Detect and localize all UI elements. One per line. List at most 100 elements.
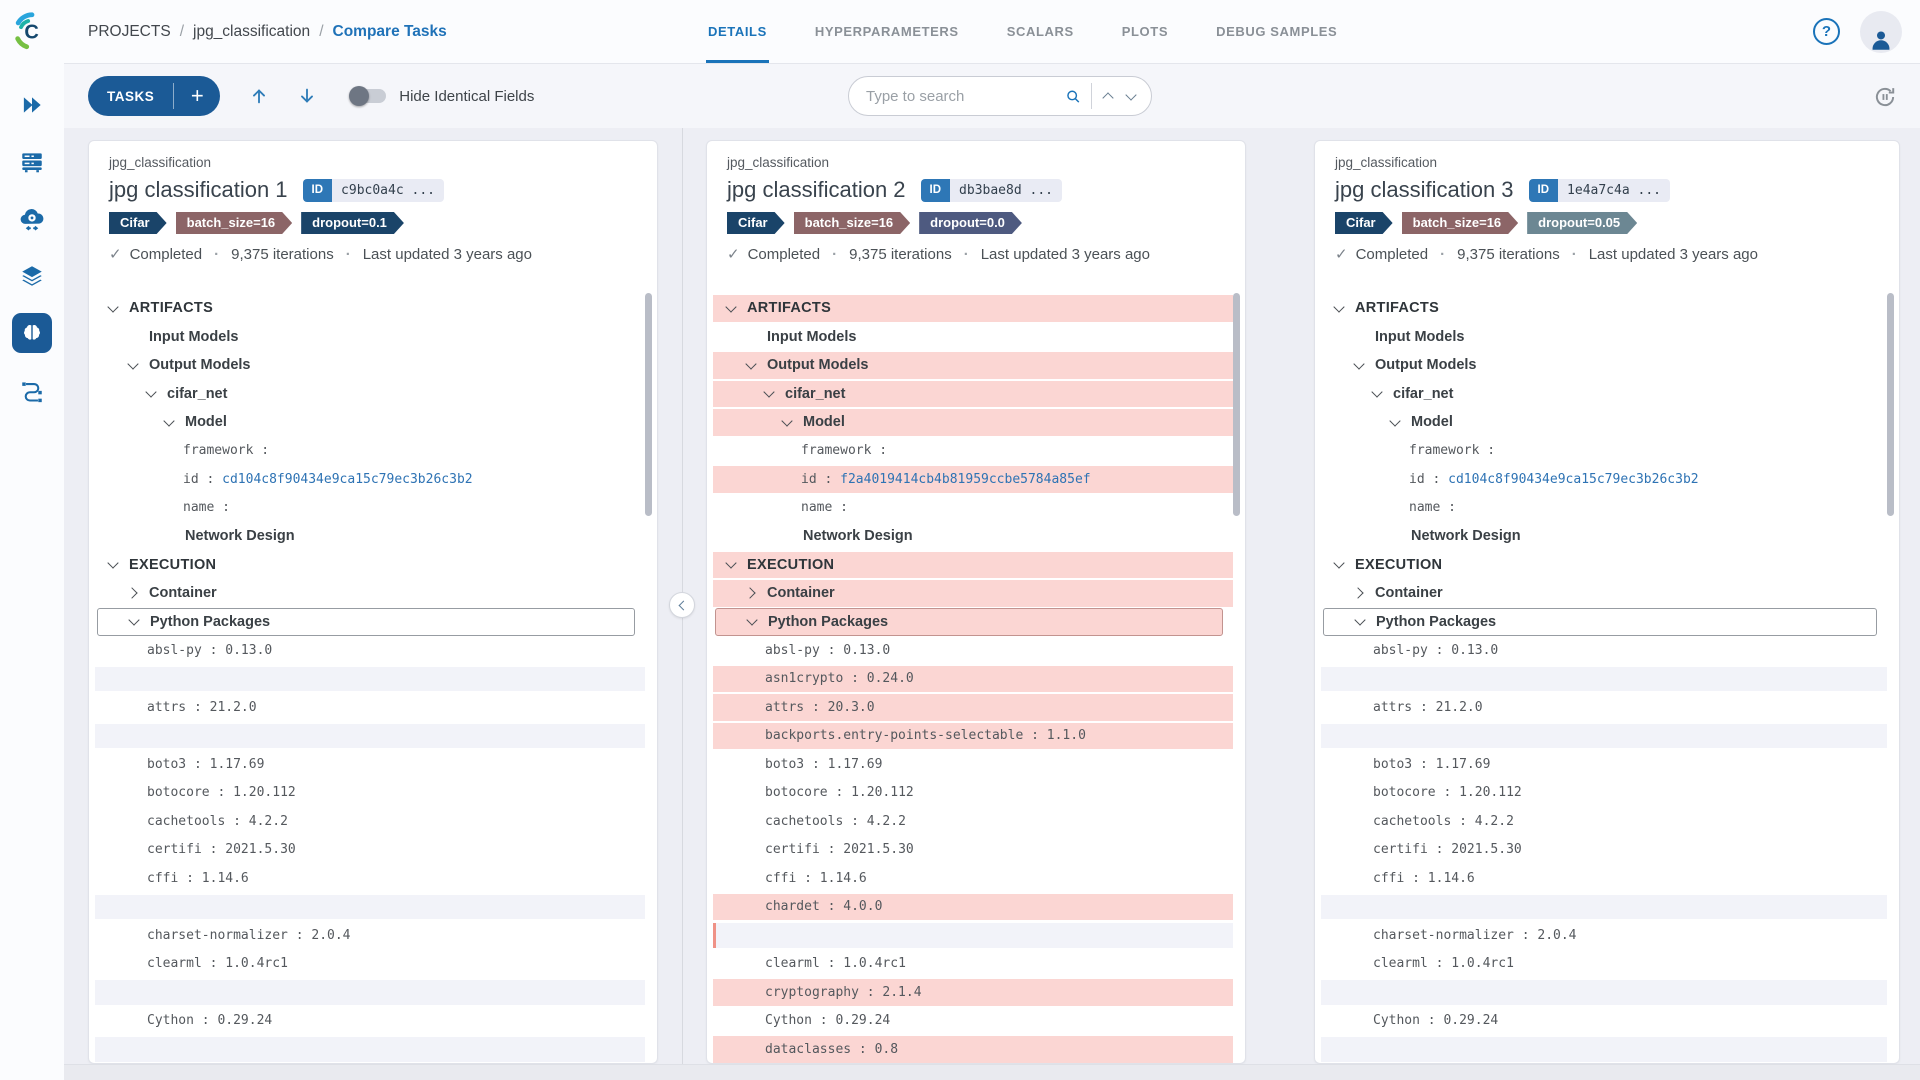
hide-identical-toggle[interactable]: Hide Identical Fields (349, 86, 534, 106)
tab-debug-samples[interactable]: DEBUG SAMPLES (1216, 24, 1338, 39)
kv-row: id : f2a4019414cb4b81959ccbe5784a85ef (713, 465, 1233, 494)
tab-details[interactable]: DETAILS (706, 0, 769, 63)
breadcrumb-project-name[interactable]: jpg_classification (193, 22, 311, 40)
kv-row: id : cd104c8f90434e9ca15c79ec3b26c3b2 (1409, 471, 1699, 487)
auto-refresh-icon[interactable] (1872, 84, 1898, 110)
kv-key: charset-normalizer (1373, 927, 1514, 943)
kv-key: id (183, 471, 199, 487)
caret-down-icon (759, 386, 779, 398)
task-card-inner: jpg_classification jpg classification 2 ID… (707, 141, 1245, 1063)
task-id-badge[interactable]: ID db3bae8d ... (920, 178, 1062, 202)
toggle-track[interactable] (349, 86, 387, 106)
task-id-value: db3bae8d ... (950, 178, 1062, 202)
status-updated: Last updated 3 years ago (362, 245, 532, 263)
kv-key: botocore (1373, 785, 1436, 801)
help-icon[interactable] (1813, 18, 1840, 45)
kv-value: 1.0.4rc1 (1451, 956, 1514, 972)
tree-node-row[interactable]: Output Models (95, 351, 645, 380)
tree-node-row[interactable]: Output Models (713, 351, 1233, 380)
diff-spacer-row (1321, 1035, 1887, 1063)
kv-key: cryptography (765, 984, 859, 1000)
scroll-up-button[interactable] (242, 79, 276, 113)
tab-hyperparameters[interactable]: HYPERPARAMETERS (814, 24, 959, 39)
tab-plots[interactable]: PLOTS (1121, 24, 1169, 39)
toggle-knob[interactable] (349, 86, 370, 106)
add-task-button[interactable]: + (190, 83, 204, 108)
kv-value: 0.13.0 (225, 642, 273, 658)
collapse-column-button[interactable] (669, 592, 695, 618)
tree-node-row[interactable]: cifar_net (1321, 380, 1887, 409)
search-prev-button[interactable] (1096, 81, 1119, 111)
kv-row: botocore : 1.20.112 (765, 785, 914, 801)
task-id-badge[interactable]: ID 1e4a7c4a ... (1528, 178, 1670, 202)
section-row[interactable]: ARTIFACTS (1321, 294, 1887, 323)
kv-value: 1.20.112 (851, 785, 914, 801)
kv-key: id (1409, 471, 1425, 487)
kv-key: backports.entry-points-selectable (765, 728, 1024, 744)
kv-value: 1.14.6 (201, 870, 249, 886)
tree-node-row[interactable]: cifar_net (713, 379, 1233, 408)
kv-row: attrs : 20.3.0 (713, 693, 1233, 722)
section-row[interactable]: EXECUTION (1321, 551, 1887, 580)
tab-scalars[interactable]: SCALARS (1006, 24, 1074, 39)
status-state: Completed (129, 245, 203, 263)
brain-icon[interactable] (12, 313, 52, 353)
kv-row: Cython : 0.29.24 (147, 1013, 273, 1029)
servers-icon[interactable] (19, 149, 45, 175)
kv-value: 1.17.69 (1435, 756, 1491, 772)
status-state: Completed (1355, 245, 1429, 263)
tree-node-row[interactable]: Container (713, 579, 1233, 608)
scrollbar-thumb[interactable] (1233, 293, 1240, 516)
kv-key: asn1crypto (765, 671, 844, 687)
kv-key: Cython (147, 1013, 194, 1029)
section-row[interactable]: EXECUTION (95, 551, 645, 580)
kv-key: id (801, 471, 817, 487)
section-row[interactable]: ARTIFACTS (95, 294, 645, 323)
model-id-link[interactable]: cd104c8f90434e9ca15c79ec3b26c3b2 (222, 471, 473, 487)
fast-forward-icon[interactable] (19, 92, 45, 118)
section-row[interactable]: ARTIFACTS (713, 294, 1233, 323)
section-label: EXECUTION (747, 556, 835, 573)
search-input[interactable] (866, 87, 1065, 105)
breadcrumb-compare-tasks[interactable]: Compare Tasks (332, 22, 447, 40)
scroll-down-button[interactable] (290, 79, 324, 113)
tree-node-row[interactable]: Container (1321, 579, 1887, 608)
tree-node-row[interactable]: Model (713, 408, 1233, 437)
tree-node-row[interactable]: cifar_net (95, 380, 645, 409)
search-icon[interactable] (1065, 86, 1081, 107)
tree-node-row[interactable]: Python Packages (715, 607, 1223, 636)
kv-value: 1.20.112 (233, 785, 296, 801)
tasks-split-button[interactable]: TASKS + (88, 76, 221, 116)
section-label: ARTIFACTS (747, 300, 832, 317)
kv-key: clearml (147, 956, 202, 972)
tree-node-row[interactable]: Python Packages (97, 607, 635, 636)
clearml-logo[interactable]: C (11, 10, 53, 52)
status-iterations: 9,375 iterations (231, 245, 334, 263)
cloud-workers-icon[interactable] (19, 206, 45, 232)
task-id-badge[interactable]: ID c9bc0a4c ... (302, 178, 444, 202)
kv-value: 21.2.0 (1435, 699, 1483, 715)
tasks-button-label[interactable]: TASKS (107, 88, 155, 104)
scrollbar-thumb[interactable] (645, 293, 652, 516)
kv-key: dataclasses (765, 1041, 852, 1057)
search-next-button[interactable] (1120, 81, 1143, 111)
pipelines-icon[interactable] (19, 377, 45, 403)
tree-node-row[interactable]: Model (95, 408, 645, 437)
model-id-link[interactable]: cd104c8f90434e9ca15c79ec3b26c3b2 (1448, 471, 1699, 487)
tree-node-row[interactable]: Model (1321, 408, 1887, 437)
kv-row: boto3 : 1.17.69 (147, 756, 265, 772)
user-avatar[interactable] (1860, 10, 1902, 53)
tree-node-row[interactable]: Python Packages (1323, 607, 1877, 636)
caret-down-icon (103, 557, 123, 569)
horizontal-scrollbar[interactable] (64, 1064, 1920, 1080)
tree-node-row[interactable]: Container (95, 579, 645, 608)
model-id-link[interactable]: f2a4019414cb4b81959ccbe5784a85ef (840, 471, 1091, 487)
kv-row: dataclasses : 0.8 (713, 1035, 1233, 1063)
scrollbar-thumb[interactable] (1887, 293, 1894, 516)
tree-node-row: Input Models (1321, 323, 1887, 352)
tree-node-row[interactable]: Output Models (1321, 351, 1887, 380)
layers-icon[interactable] (19, 263, 45, 289)
section-row[interactable]: EXECUTION (713, 550, 1233, 579)
breadcrumb-projects[interactable]: PROJECTS (88, 22, 171, 40)
